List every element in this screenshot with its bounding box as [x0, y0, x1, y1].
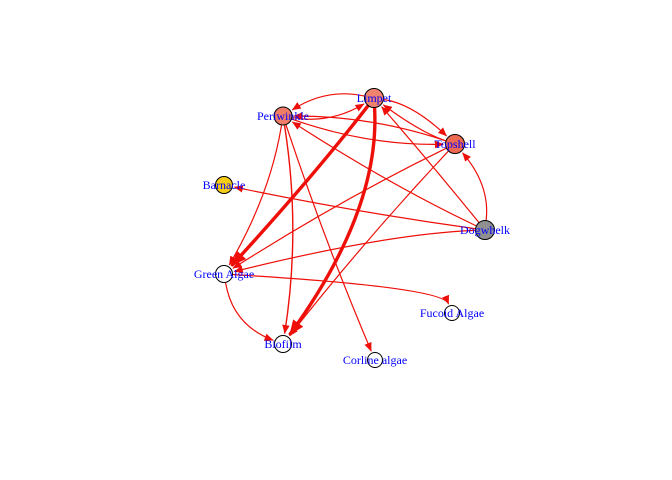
label-dogwhelk: Dogwhelk — [460, 223, 510, 237]
edge-topshell-to-green-algae — [232, 148, 447, 269]
edge-dogwhelk-to-limpet — [381, 106, 479, 223]
edge-layer — [225, 93, 488, 352]
node-corline-algae — [367, 352, 383, 368]
edge-dogwhelk-to-green-algae — [233, 229, 476, 274]
edge-limpet-to-periwinkle — [291, 93, 365, 111]
edge-limpet-to-biofilm — [288, 106, 377, 336]
node-biofilm — [274, 335, 292, 353]
label-corline-algae: Corline algae — [343, 353, 407, 367]
node-fucoid-algae — [444, 305, 460, 321]
node-periwinkle — [273, 106, 293, 126]
label-periwinkle: Periwinkle — [257, 109, 309, 123]
node-layer — [215, 88, 495, 368]
edge-green-algae-to-fucoid-algae — [232, 274, 449, 305]
label-layer: Limpet Periwinkle Topshell Barnacle Dogwhelk… — [194, 91, 510, 367]
edge-topshell-to-periwinkle — [293, 112, 446, 142]
edge-periwinkle-to-corline-algae — [285, 124, 372, 352]
label-barnacle: Barnacle — [203, 178, 246, 192]
edge-dogwhelk-to-barnacle — [233, 185, 476, 230]
node-green-algae — [215, 265, 233, 283]
edge-periwinkle-to-biofilm — [282, 125, 294, 334]
node-barnacle — [215, 176, 233, 194]
label-biofilm: Biofilm — [264, 337, 302, 351]
label-limpet: Limpet — [357, 91, 392, 105]
edge-periwinkle-to-green-algae — [228, 125, 282, 266]
edge-dogwhelk-to-periwinkle — [291, 121, 477, 227]
label-green-algae: Green Algae — [194, 267, 254, 281]
node-limpet — [364, 88, 384, 108]
label-topshell: Topshell — [434, 137, 476, 151]
node-topshell — [445, 134, 465, 154]
edge-limpet-to-topshell — [383, 99, 447, 137]
node-dogwhelk — [475, 220, 495, 240]
label-fucoid-algae: Fucoid Algae — [420, 306, 484, 320]
edge-periwinkle-to-topshell — [291, 118, 444, 149]
edge-dogwhelk-to-topshell — [462, 152, 488, 221]
edge-green-algae-to-biofilm — [225, 282, 274, 341]
edge-topshell-to-biofilm — [289, 151, 449, 337]
